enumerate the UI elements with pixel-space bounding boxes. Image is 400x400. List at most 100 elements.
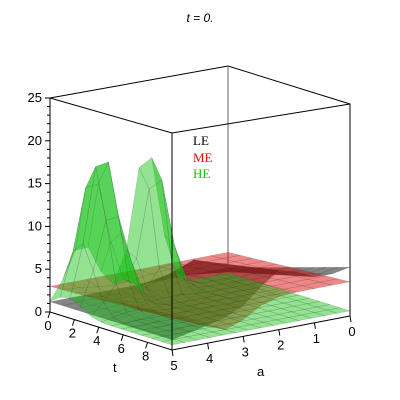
he-surface-patch [133, 283, 157, 301]
he-surface-patch [49, 251, 74, 302]
he-surface-patch [240, 293, 264, 300]
he-surface-patch [123, 258, 148, 288]
he-surface-patch [235, 278, 259, 286]
he-surface-patch [296, 297, 320, 305]
he-surface-patch [87, 183, 112, 272]
he-surface-patch [202, 275, 226, 282]
he-surface-patch [131, 261, 155, 304]
he-surface-patch [268, 308, 292, 315]
a-tick [349, 315, 352, 323]
t-tick [71, 319, 75, 326]
he-surface-patch [125, 309, 150, 321]
he-surface-patch [230, 290, 254, 297]
z-axis: 0 5 10 15 20 25 [28, 90, 50, 319]
a-tick-label: 1 [313, 331, 320, 346]
he-surface-patch [253, 316, 277, 323]
he-surface-patch [197, 286, 221, 293]
t-tick-label: 4 [93, 333, 100, 348]
he-surface-patch [187, 279, 211, 288]
he-surface-patch [215, 298, 239, 305]
he-surface-patch [255, 285, 279, 292]
he-surface-patch [225, 275, 249, 282]
he-surface-patch [248, 302, 272, 309]
he-surface-patch [62, 187, 86, 280]
t-tick-label: 6 [118, 341, 125, 356]
he-surface-patch [171, 316, 195, 323]
he-surface-patch [263, 319, 287, 326]
he-surface-patch [182, 319, 206, 326]
t-axis-label: t [113, 360, 117, 375]
he-surface-patch [136, 189, 160, 288]
he-surface-patch [110, 232, 135, 284]
he-surface-patch [159, 319, 183, 326]
he-surface-patch [215, 323, 239, 330]
he-surface-patch [184, 279, 209, 294]
he-surface-patch [187, 308, 211, 315]
he-surface-patch [72, 166, 97, 253]
a-tick-label: 5 [170, 358, 177, 373]
he-surface-patch [220, 286, 244, 294]
surfaces [49, 157, 351, 346]
he-surface-patch [301, 312, 325, 319]
he-surface-patch [316, 304, 340, 311]
he-surface-patch [75, 183, 99, 251]
he-surface-patch [141, 294, 166, 311]
he-surface-patch [207, 289, 231, 296]
he-surface-patch [156, 324, 180, 331]
he-surface-patch [245, 307, 269, 314]
t-tick [120, 334, 124, 341]
he-surface-patch [199, 306, 223, 313]
he-surface-patch [215, 272, 239, 279]
he-surface-patch [192, 297, 216, 304]
he-surface-patch [207, 314, 231, 322]
he-surface-patch [232, 284, 257, 291]
t-tick [96, 327, 100, 334]
z-tick-label: 25 [28, 90, 42, 105]
he-surface-patch [131, 329, 155, 336]
a-axis: 5 4 3 2 1 0 [170, 315, 356, 373]
he-surface-patch [143, 293, 168, 305]
he-surface-patch [199, 331, 223, 338]
he-surface-patch [306, 301, 330, 308]
he-surface-patch [164, 235, 188, 281]
he-surface-patch [166, 327, 190, 334]
he-surface-patch [181, 293, 206, 301]
he-surface-patch [121, 326, 145, 333]
he-surface-patch [95, 161, 119, 221]
he-surface-patch [112, 311, 137, 324]
he-surface-patch [156, 296, 181, 305]
a-tick [207, 343, 210, 350]
he-surface-patch [199, 280, 223, 287]
he-surface-patch [138, 157, 163, 190]
he-surface-patch [184, 314, 208, 321]
he-surface-patch [90, 301, 114, 323]
he-surface-patch [222, 306, 246, 314]
he-surface-patch [128, 280, 153, 311]
he-surface-patch [243, 287, 267, 294]
he-surface-patch [146, 321, 170, 328]
he-surface-patch [110, 322, 135, 330]
he-surface-patch [115, 280, 140, 313]
he-surface-patch [212, 278, 236, 285]
he-surface-patch [118, 216, 142, 295]
he-surface-patch [148, 179, 173, 269]
he-surface [49, 157, 351, 346]
he-surface-patch [189, 277, 213, 284]
he-surface-patch [174, 245, 198, 288]
he-surface-patch [143, 327, 168, 334]
z-tick-label: 5 [35, 261, 42, 276]
he-surface-patch [255, 310, 279, 317]
a-tick-label: 3 [242, 344, 249, 359]
he-surface-patch [240, 318, 264, 325]
he-surface-patch [202, 300, 226, 307]
he-surface-patch [204, 320, 229, 327]
he-surface-patch [283, 300, 307, 307]
he-surface-patch [197, 311, 221, 318]
he-surface-patch [164, 307, 188, 314]
he-surface-patch [258, 305, 282, 312]
he-surface-patch [250, 322, 274, 329]
he-surface-patch [177, 330, 201, 338]
a-tick [313, 322, 316, 329]
he-surface-patch [98, 161, 122, 243]
